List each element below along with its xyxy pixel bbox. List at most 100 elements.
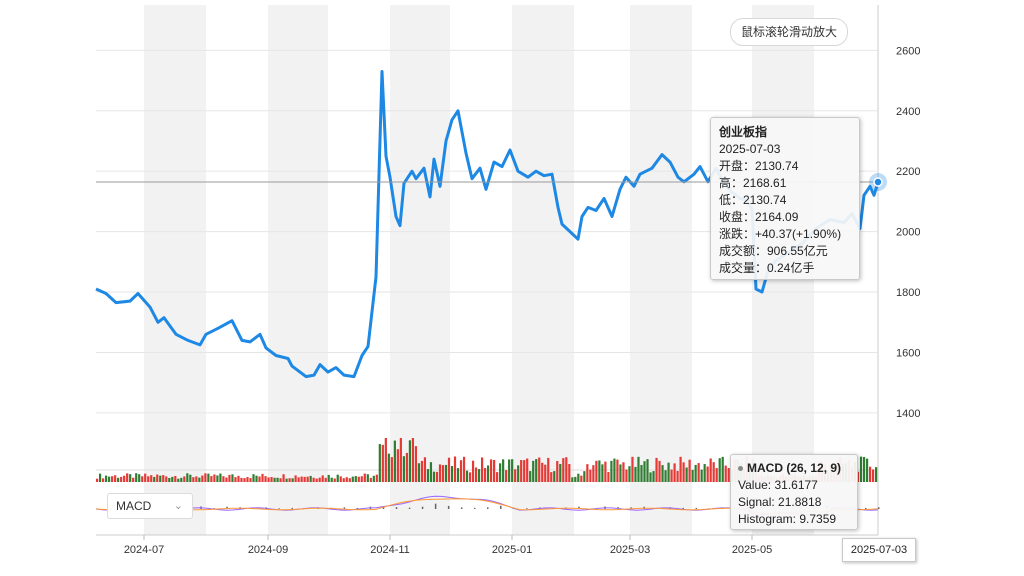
volume-bar — [219, 473, 222, 482]
volume-bar — [366, 474, 369, 482]
volume-bar — [565, 457, 568, 482]
volume-bar — [363, 473, 366, 482]
volume-bar — [706, 466, 709, 482]
volume-bar — [459, 460, 463, 482]
volume-bar — [264, 476, 267, 482]
macd-histogram-bar — [226, 506, 228, 509]
indicator-select[interactable]: MACD ⌄ — [107, 493, 193, 519]
volume-bar — [396, 449, 399, 482]
volume-bar — [640, 464, 643, 482]
volume-bar — [249, 478, 252, 482]
volume-bar — [583, 471, 586, 482]
y-tick-label: 1600 — [896, 347, 920, 359]
macd-histogram-bar — [578, 506, 580, 509]
macd-histogram-bar — [864, 507, 867, 509]
volume-bar — [246, 477, 249, 482]
volume-bar — [480, 457, 484, 482]
volume-bar — [676, 470, 679, 482]
volume-bar — [658, 460, 661, 482]
volume-bar — [532, 460, 535, 482]
volume-bar — [393, 440, 396, 482]
volume-bar — [643, 461, 646, 482]
volume-bar — [426, 469, 430, 482]
macd-tooltip-signal: Signal: 21.8818 — [738, 495, 822, 509]
volume-bar — [174, 475, 177, 482]
volume-bar — [685, 467, 688, 482]
volume-bar — [502, 459, 505, 482]
highlight-dot — [873, 177, 883, 187]
macd-histogram-bar — [395, 507, 398, 509]
tooltip-open: 开盘：2130.74 — [719, 159, 799, 173]
macd-histogram-bar — [421, 506, 424, 509]
volume-bar — [601, 464, 604, 482]
volume-bar — [420, 460, 424, 482]
macd-histogram-bar — [473, 507, 476, 509]
volume-bar — [429, 462, 433, 482]
volume-bar — [237, 475, 240, 482]
volume-bar — [192, 477, 195, 482]
volume-bar — [874, 467, 878, 482]
volume-bar — [465, 470, 469, 482]
macd-histogram-bar — [487, 507, 489, 509]
volume-bar — [496, 472, 499, 482]
volume-bar — [207, 473, 210, 482]
x-tick-label: 2024-07 — [124, 544, 164, 556]
volume-bar — [441, 465, 445, 482]
volume-bar — [144, 473, 147, 482]
volume-bar — [538, 457, 541, 482]
volume-bar — [477, 469, 481, 482]
volume-bar — [222, 476, 225, 482]
volume-bar — [117, 477, 120, 482]
volume-bar — [312, 477, 315, 482]
volume-bar — [688, 459, 691, 482]
volume-bar — [156, 474, 159, 482]
macd-histogram-bar — [408, 507, 411, 509]
zoom-hint: 鼠标滚轮滑动放大 — [730, 18, 849, 46]
volume-bar — [718, 458, 721, 482]
volume-bar — [450, 465, 454, 482]
indicator-select-value: MACD — [116, 499, 152, 513]
volume-bar — [111, 476, 114, 482]
volume-bar — [462, 456, 466, 482]
volume-bar — [661, 465, 664, 482]
volume-bar — [435, 471, 439, 482]
y-tick-label: 1800 — [896, 287, 920, 299]
volume-bar — [300, 476, 303, 482]
volume-bar — [571, 477, 574, 482]
volume-bar — [315, 478, 318, 482]
volume-bar — [447, 457, 451, 482]
volume-bar — [225, 477, 228, 482]
volume-bar — [252, 474, 255, 482]
month-band — [630, 5, 692, 535]
volume-bar — [96, 478, 99, 482]
tooltip-date: 2025-07-03 — [719, 142, 781, 156]
volume-bar — [285, 478, 288, 482]
volume-bar — [862, 456, 866, 482]
x-tick-label: 2025-01 — [492, 544, 532, 556]
volume-bar — [381, 444, 384, 482]
volume-bar — [493, 460, 496, 482]
volume-bar — [625, 469, 628, 482]
volume-bar — [132, 477, 135, 482]
volume-bar — [342, 478, 345, 482]
volume-bar — [120, 476, 123, 482]
x-tick-label: 2025-03 — [610, 544, 650, 556]
volume-bar — [108, 476, 111, 482]
volume-bar — [177, 478, 180, 482]
volume-bar — [691, 469, 694, 482]
volume-bar — [333, 478, 336, 482]
x-tick-label: 2024-11 — [370, 544, 410, 556]
volume-bar — [303, 476, 306, 482]
volume-bar — [372, 475, 375, 482]
volume-bar — [102, 478, 105, 482]
volume-bar — [123, 475, 126, 482]
y-tick-label: 2600 — [896, 45, 920, 57]
volume-bar — [339, 476, 342, 482]
bullet-icon — [738, 466, 743, 472]
volume-bar — [715, 468, 718, 482]
volume-bar — [354, 476, 357, 482]
y-tick-label: 2000 — [896, 227, 920, 239]
volume-bar — [387, 453, 390, 482]
